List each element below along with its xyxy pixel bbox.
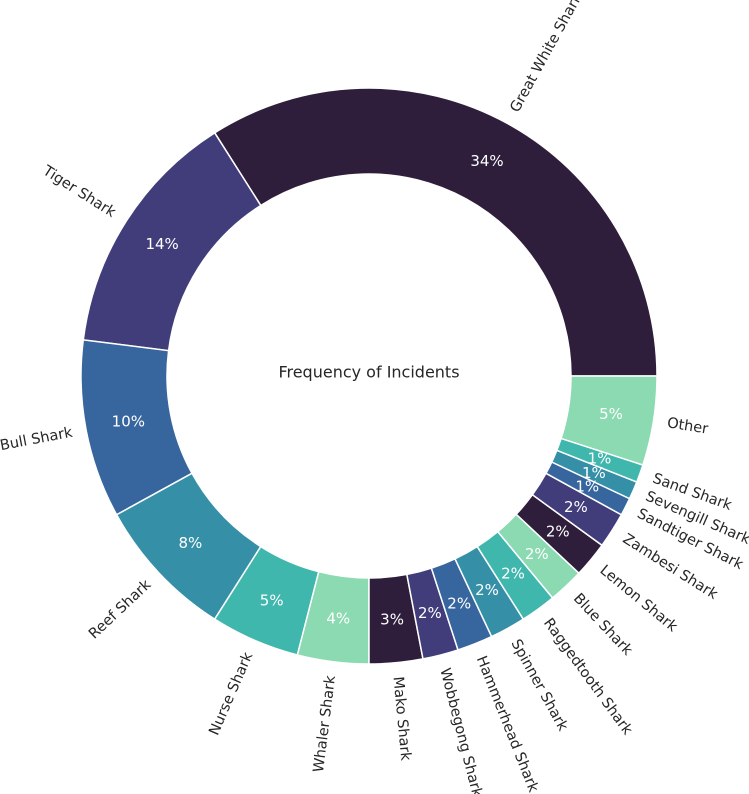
percent-label-great-white-shark: 34% xyxy=(470,152,503,170)
percent-label-sand-shark: 1% xyxy=(588,449,612,467)
percent-label-hammerhead-shark: 2% xyxy=(447,594,471,612)
category-label-great-white-shark: Great White Shark xyxy=(507,0,586,115)
percent-label-whaler-shark: 4% xyxy=(326,610,350,628)
slice-great-white-shark xyxy=(213,87,658,377)
percent-label-bull-shark: 10% xyxy=(112,412,145,430)
category-label-tiger-shark: Tiger Shark xyxy=(39,163,119,222)
percent-label-nurse-shark: 5% xyxy=(260,591,284,609)
category-label-nurse-shark: Nurse Shark xyxy=(206,649,256,737)
percent-label-sandtiger-shark: 1% xyxy=(575,478,599,496)
category-label-reef-shark: Reef Shark xyxy=(86,576,155,642)
percent-label-sevengill-shark: 1% xyxy=(582,464,606,482)
slices-group xyxy=(80,87,658,665)
percent-label-zambesi-shark: 2% xyxy=(564,498,588,516)
category-label-whaler-shark: Whaler Shark xyxy=(311,674,339,773)
percent-label-wobbegong-shark: 2% xyxy=(418,604,442,622)
percent-label-tiger-shark: 14% xyxy=(145,235,178,253)
percent-label-other: 5% xyxy=(599,405,623,423)
category-label-wobbegong-shark: Wobbegong Shark xyxy=(436,667,485,794)
slice-other xyxy=(560,375,658,466)
percent-label-spinner-shark: 2% xyxy=(475,581,499,599)
percent-label-lemon-shark: 2% xyxy=(546,523,570,541)
percent-labels-group: 34%14%10%8%5%4% 3% 2%2%2%2%2%2%2%1%1%1%5% xyxy=(112,152,623,629)
category-label-other: Other xyxy=(666,415,709,437)
percent-label-blue-shark: 2% xyxy=(525,545,549,563)
category-label-bull-shark: Bull Shark xyxy=(0,425,74,455)
percent-label-mako-shark: 3% xyxy=(380,610,404,628)
category-label-blue-shark: Blue Shark xyxy=(570,591,636,659)
percent-label-reef-shark: 8% xyxy=(179,534,203,552)
chart-title: Frequency of Incidents xyxy=(278,363,459,382)
category-label-mako-shark: Mako Shark xyxy=(389,676,413,762)
percent-label-raggedtooth-shark: 2% xyxy=(501,565,525,583)
